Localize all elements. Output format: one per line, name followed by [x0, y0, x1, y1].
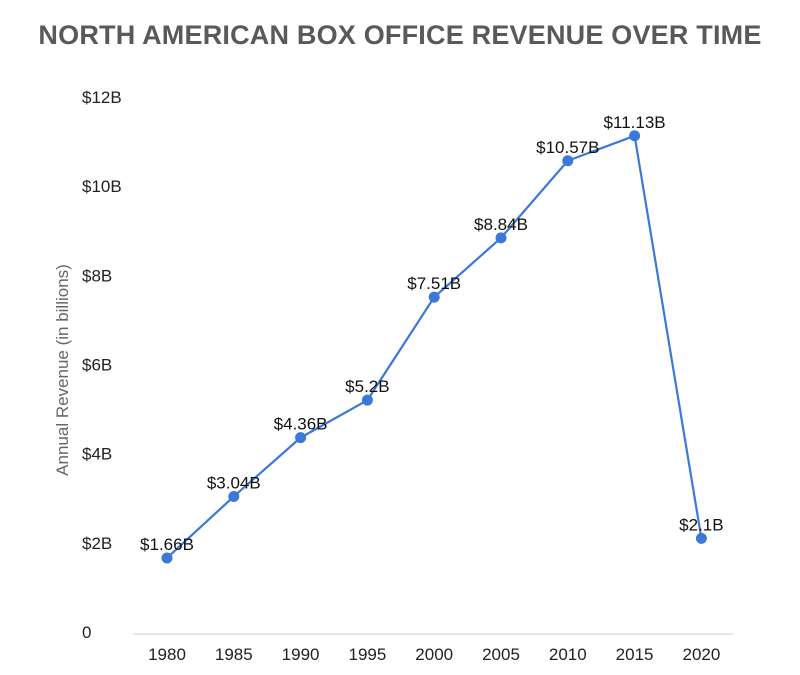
data-point — [495, 232, 507, 244]
data-point — [695, 532, 707, 544]
data-label: $2.1B — [679, 515, 723, 534]
series-line — [166, 134, 703, 559]
data-point — [629, 130, 641, 142]
x-tick-label: 2015 — [616, 645, 654, 664]
data-label: $1.66B — [140, 535, 194, 554]
data-label: $8.84B — [474, 215, 528, 234]
x-tick-label: 1995 — [348, 645, 386, 664]
x-tick-label: 2000 — [415, 645, 453, 664]
x-tick-labels: 1980 1985 1990 1995 2000 2005 2010 2015 2020 — [148, 645, 720, 664]
x-tick-label: 2010 — [549, 645, 587, 664]
data-point — [428, 291, 440, 303]
x-tick-label: 1990 — [282, 645, 320, 664]
data-label: $3.04B — [207, 473, 261, 492]
x-tick-label: 2020 — [682, 645, 720, 664]
data-point — [228, 490, 240, 502]
y-tick-label: $12B — [82, 88, 122, 107]
data-point — [161, 552, 173, 564]
y-tick-label: $2B — [82, 534, 112, 553]
data-label: $11.13B — [604, 113, 666, 132]
y-tick-label: $4B — [82, 445, 112, 464]
data-label: $10.57B — [536, 138, 599, 157]
x-tick-label: 1985 — [215, 645, 253, 664]
data-point — [295, 432, 307, 444]
data-point — [562, 155, 574, 167]
y-tick-label: $10B — [82, 177, 122, 196]
y-tick-label: $6B — [82, 356, 112, 375]
data-label: $5.2B — [345, 377, 389, 396]
y-tick-labels: 0 $2B $4B $6B $8B $10B $12B — [82, 88, 122, 642]
data-label: $7.51B — [407, 274, 461, 293]
x-tick-label: 2005 — [482, 645, 520, 664]
y-tick-label: 0 — [82, 623, 91, 642]
data-labels: $1.66B $3.04B $4.36B $5.2B $7.51B $8.84B $10.5… — [140, 113, 724, 554]
data-points — [161, 130, 707, 564]
y-axis-label: Annual Revenue (in billions) — [53, 264, 72, 476]
y-tick-label: $8B — [82, 266, 112, 285]
chart-title: NORTH AMERICAN BOX OFFICE REVENUE OVER T… — [38, 20, 762, 50]
data-point — [361, 394, 373, 406]
data-label: $4.36B — [274, 415, 328, 434]
x-tick-label: 1980 — [148, 645, 186, 664]
